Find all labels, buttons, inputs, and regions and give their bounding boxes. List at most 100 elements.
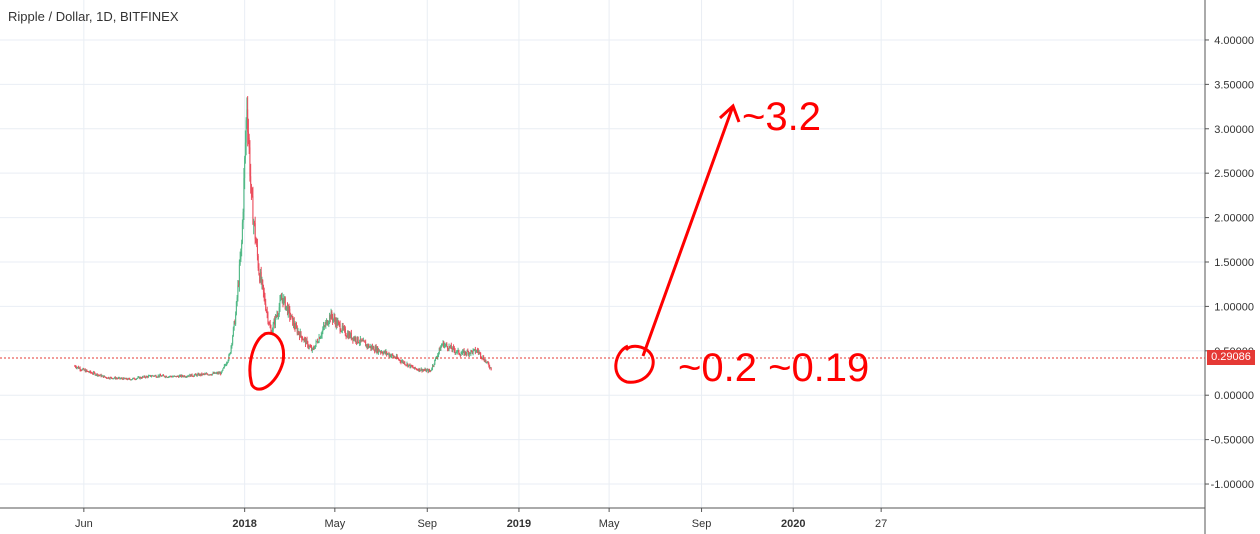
candle-body xyxy=(322,329,324,332)
candle-body xyxy=(87,371,89,373)
candle-body xyxy=(153,375,155,377)
candle-body xyxy=(139,377,141,379)
candle-body xyxy=(263,292,265,296)
candle-body xyxy=(234,321,236,325)
candle-body xyxy=(171,376,173,378)
candle-body xyxy=(82,368,84,370)
candle-body xyxy=(197,373,199,375)
candle-body xyxy=(175,375,177,377)
candle-body xyxy=(448,346,450,350)
candle-body xyxy=(226,362,228,364)
candle-body xyxy=(329,315,331,319)
candle-body xyxy=(133,377,135,380)
candle-body xyxy=(455,352,457,354)
candle-body xyxy=(284,297,286,310)
candle-body xyxy=(474,349,476,351)
candle-body xyxy=(147,376,149,378)
candle-body xyxy=(478,352,480,354)
candle-body xyxy=(90,370,92,373)
candle-body xyxy=(208,374,210,376)
candle-body xyxy=(123,377,125,379)
candle-body xyxy=(137,377,139,379)
candle-body xyxy=(297,331,299,334)
candle-body xyxy=(472,349,474,354)
candle-body xyxy=(277,314,279,316)
candle-body xyxy=(83,368,85,371)
candle-body xyxy=(311,348,313,351)
candle-body xyxy=(182,376,184,378)
candle-body xyxy=(435,358,437,360)
last-price-badge: 0.29086 xyxy=(1207,350,1255,365)
candle-body xyxy=(105,377,107,379)
candle-body xyxy=(394,356,396,358)
candle-body xyxy=(176,375,178,377)
annotation-circle-left xyxy=(248,331,286,391)
candle-body xyxy=(225,364,227,366)
candle-body xyxy=(181,375,183,377)
candle-body xyxy=(416,369,418,371)
candle-body xyxy=(443,342,445,348)
candle-body xyxy=(114,377,116,379)
candle-body xyxy=(186,376,188,378)
candle-body xyxy=(117,378,119,380)
candle-body xyxy=(199,373,201,376)
x-tick-label: 27 xyxy=(875,518,887,530)
candle-body xyxy=(371,346,373,349)
candle-body xyxy=(96,373,98,375)
y-tick-label: 3.00000 xyxy=(1214,124,1254,136)
candle-body xyxy=(334,317,336,321)
candle-body xyxy=(205,373,207,375)
y-tick-label: 1.00000 xyxy=(1214,301,1254,313)
annotation-top-label: ~3.2 xyxy=(742,95,821,139)
candle-body xyxy=(102,375,104,378)
candle-body xyxy=(91,372,93,374)
candle-body xyxy=(487,361,489,364)
candle-body xyxy=(128,378,130,380)
candle-body xyxy=(247,109,249,132)
candle-body xyxy=(222,368,224,371)
candle-body xyxy=(367,344,369,347)
candle-body xyxy=(471,350,473,354)
candle-body xyxy=(424,369,426,371)
candle-body xyxy=(95,374,97,376)
candle-body xyxy=(157,375,159,377)
candle-body xyxy=(219,372,221,374)
candle-body xyxy=(375,347,377,352)
candle-body xyxy=(192,375,194,377)
candle-body xyxy=(211,373,213,375)
candle-body xyxy=(319,337,321,339)
candle-body xyxy=(399,359,401,362)
candle-body xyxy=(138,376,140,378)
candle-body xyxy=(193,374,195,377)
candle-body xyxy=(432,365,434,367)
y-tick-label: 4.00000 xyxy=(1214,35,1254,47)
candle-body xyxy=(202,373,204,376)
candle-body xyxy=(356,336,358,343)
candle-body xyxy=(377,347,379,353)
candle-body xyxy=(376,347,378,352)
candle-body xyxy=(293,321,295,326)
candle-body xyxy=(260,272,262,283)
candle-body xyxy=(303,338,305,341)
candle-body xyxy=(280,298,282,300)
candle-body xyxy=(323,325,325,330)
candle-body xyxy=(484,360,486,362)
candle-body xyxy=(96,373,98,376)
candle-body xyxy=(359,342,361,344)
candle-body xyxy=(221,370,223,372)
candle-body xyxy=(459,354,461,356)
candle-body xyxy=(250,184,252,190)
candle-body xyxy=(445,344,447,346)
candle-body xyxy=(220,371,222,375)
candle-body xyxy=(408,364,410,366)
candle-body xyxy=(368,344,370,348)
candle-body xyxy=(274,320,276,325)
candle-body xyxy=(238,264,240,286)
candle-body xyxy=(149,375,151,377)
candle-body xyxy=(434,359,436,365)
candle-body xyxy=(423,370,425,372)
candle-body xyxy=(307,341,309,347)
candle-body xyxy=(299,333,301,338)
